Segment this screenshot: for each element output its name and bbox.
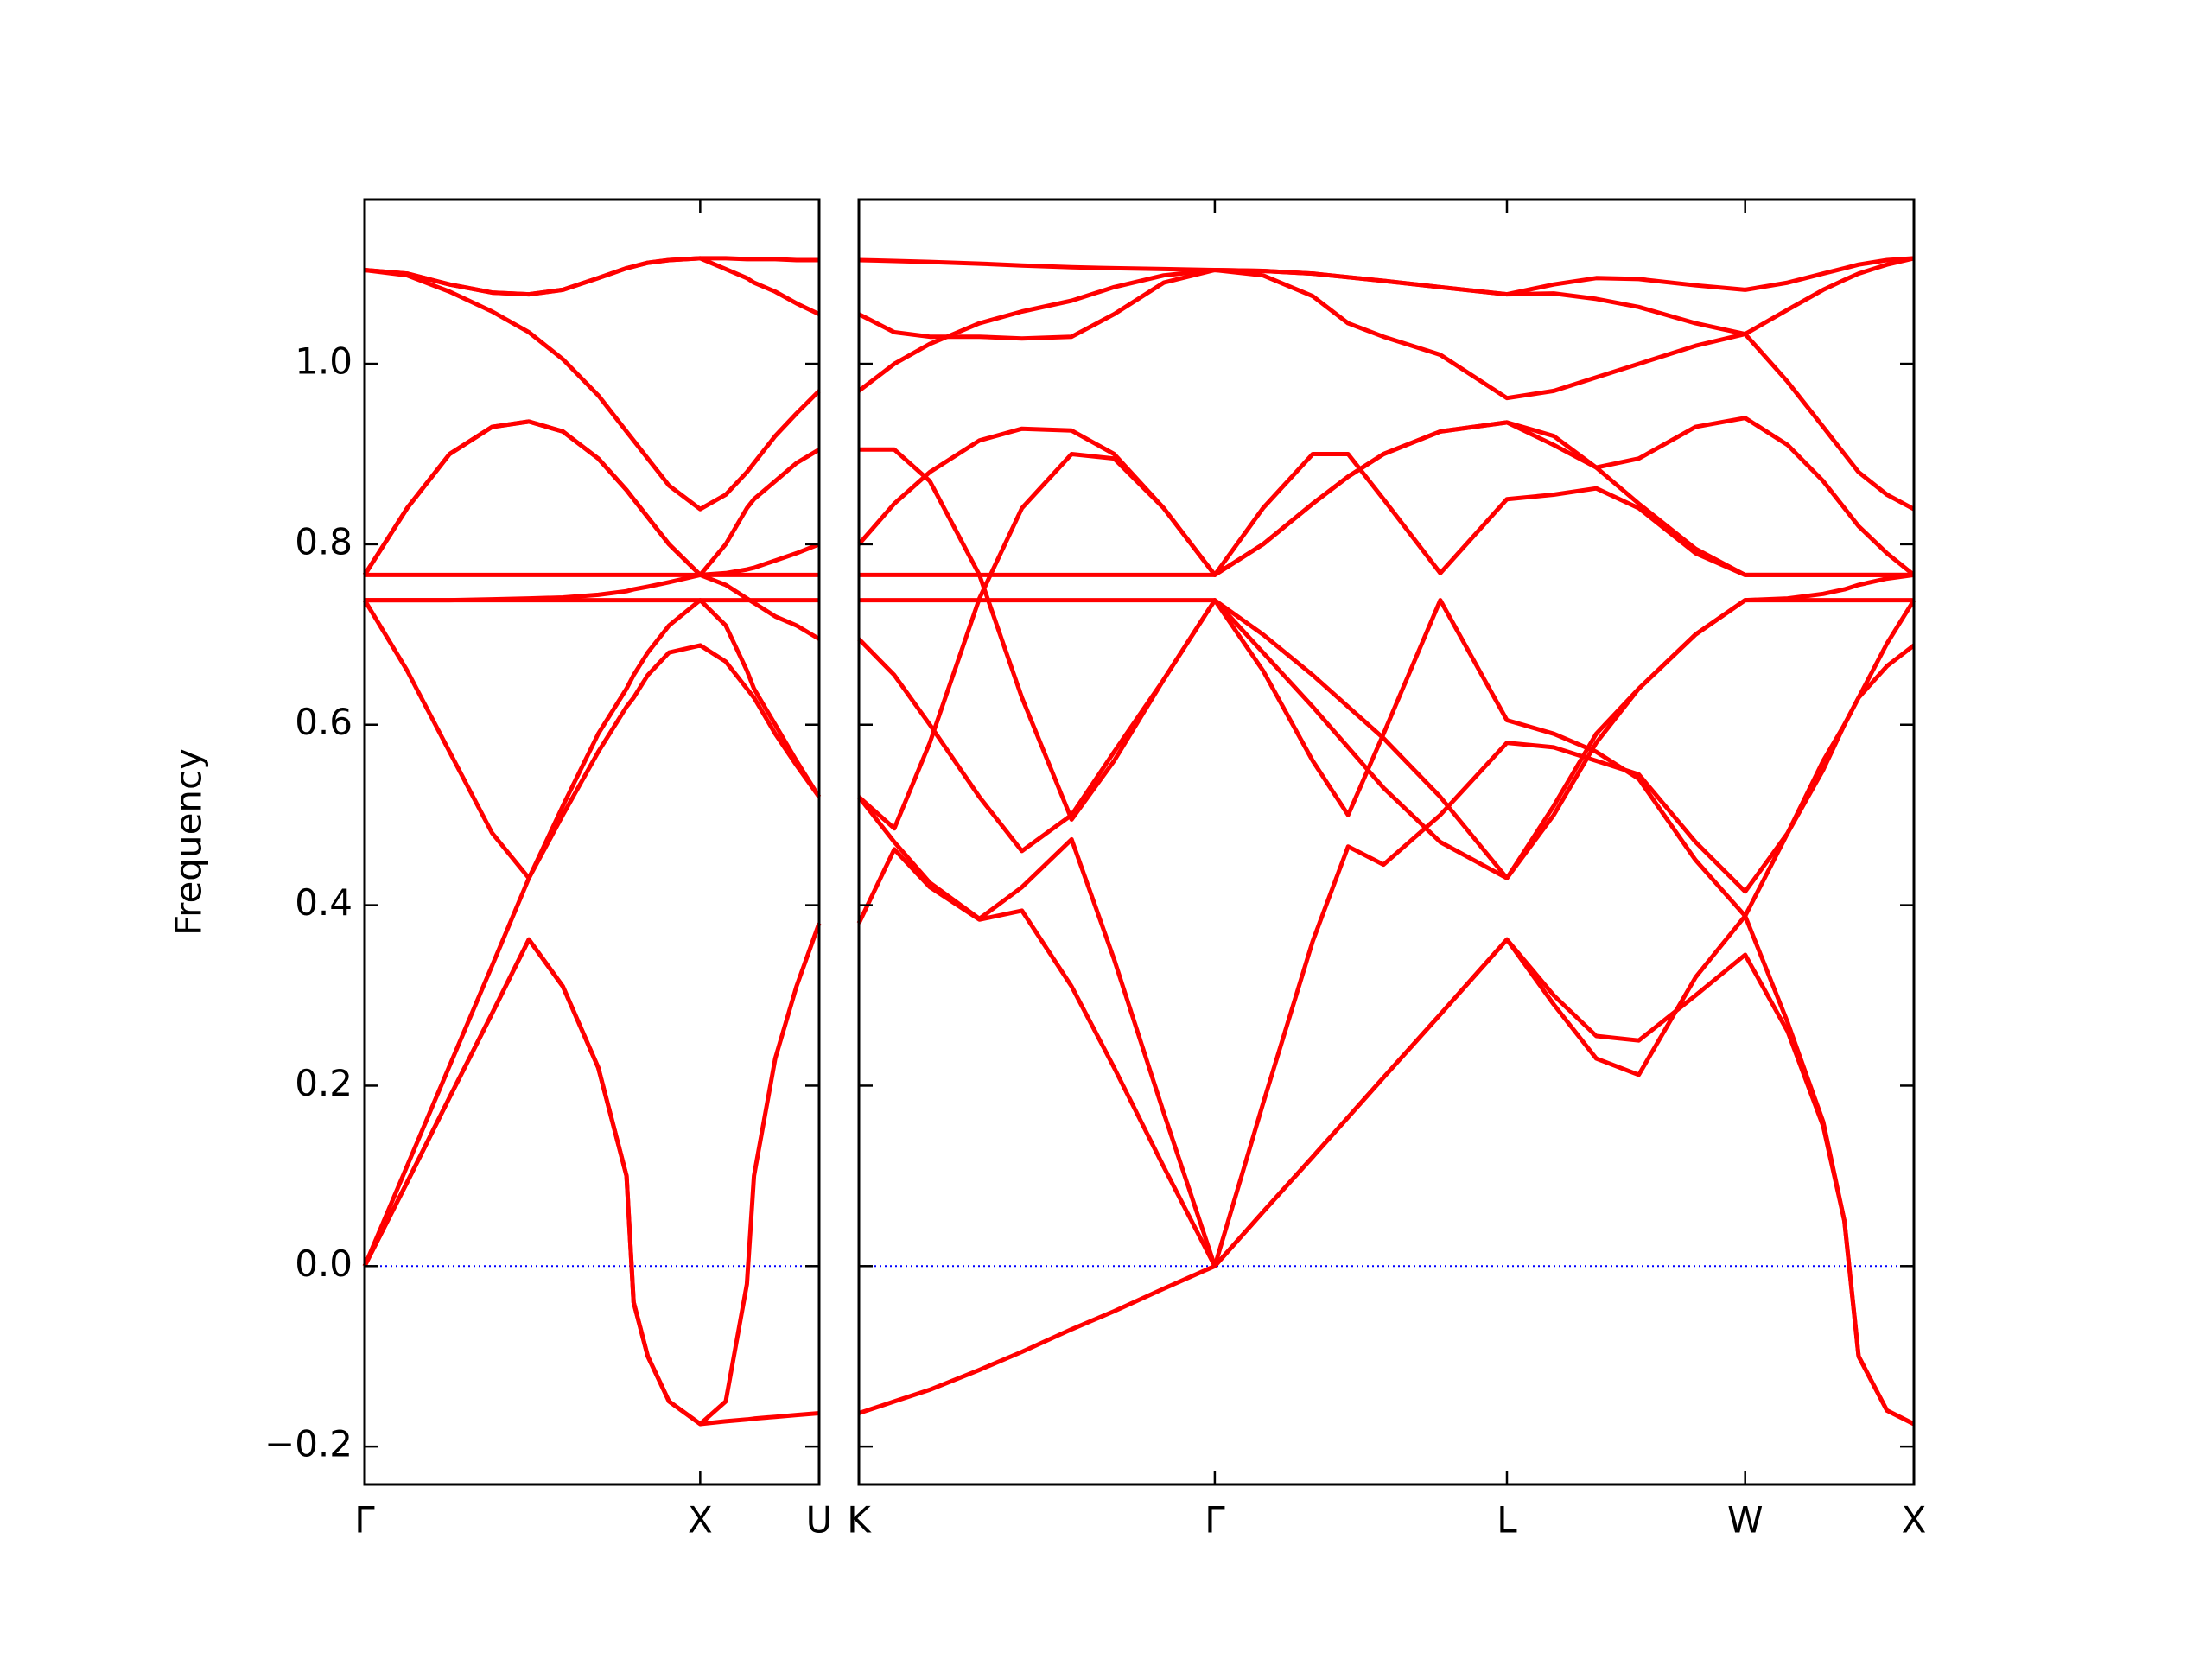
x-tick-label: L — [1497, 1499, 1517, 1541]
band-line — [858, 937, 1916, 1427]
band-line — [362, 922, 822, 1427]
y-tick-label: 0.0 — [295, 1243, 353, 1285]
y-tick-label: 0.2 — [295, 1062, 353, 1104]
y-tick-label: 1.0 — [295, 340, 353, 383]
y-tick-label: −0.2 — [264, 1423, 353, 1465]
x-tick-label: X — [1902, 1499, 1927, 1541]
band-line — [859, 416, 1916, 577]
y-tick-label: 0.4 — [295, 881, 353, 924]
x-tick-label: U — [806, 1499, 833, 1541]
band-line — [856, 599, 1916, 1268]
band-line — [859, 598, 1914, 880]
band-line — [857, 452, 1914, 831]
y-axis-label: Frequency — [168, 748, 210, 936]
band-line — [858, 256, 1915, 297]
band-line — [362, 419, 821, 641]
x-tick-label: X — [688, 1499, 713, 1541]
y-tick-label: 0.8 — [295, 520, 353, 563]
band-line — [364, 256, 819, 297]
y-tick-label: 0.6 — [295, 701, 353, 743]
band-line — [857, 795, 1916, 1427]
band-line — [857, 420, 1914, 577]
x-tick-label: K — [847, 1499, 872, 1541]
x-tick-label: W — [1727, 1499, 1764, 1541]
band-line — [857, 268, 1916, 512]
x-tick-label: Γ — [354, 1499, 375, 1541]
x-tick-label: Γ — [1205, 1499, 1225, 1541]
band-line — [362, 419, 821, 577]
band-line — [362, 643, 822, 1268]
plot-frame — [363, 198, 821, 1486]
band-line — [362, 937, 820, 1427]
band-line — [364, 256, 821, 316]
band-line — [362, 598, 822, 880]
band-line — [365, 542, 820, 603]
plot-frame — [857, 198, 1916, 1486]
band-line — [857, 256, 1915, 341]
band-line — [364, 268, 821, 512]
band-line — [857, 598, 1916, 918]
band-line — [859, 447, 1915, 880]
